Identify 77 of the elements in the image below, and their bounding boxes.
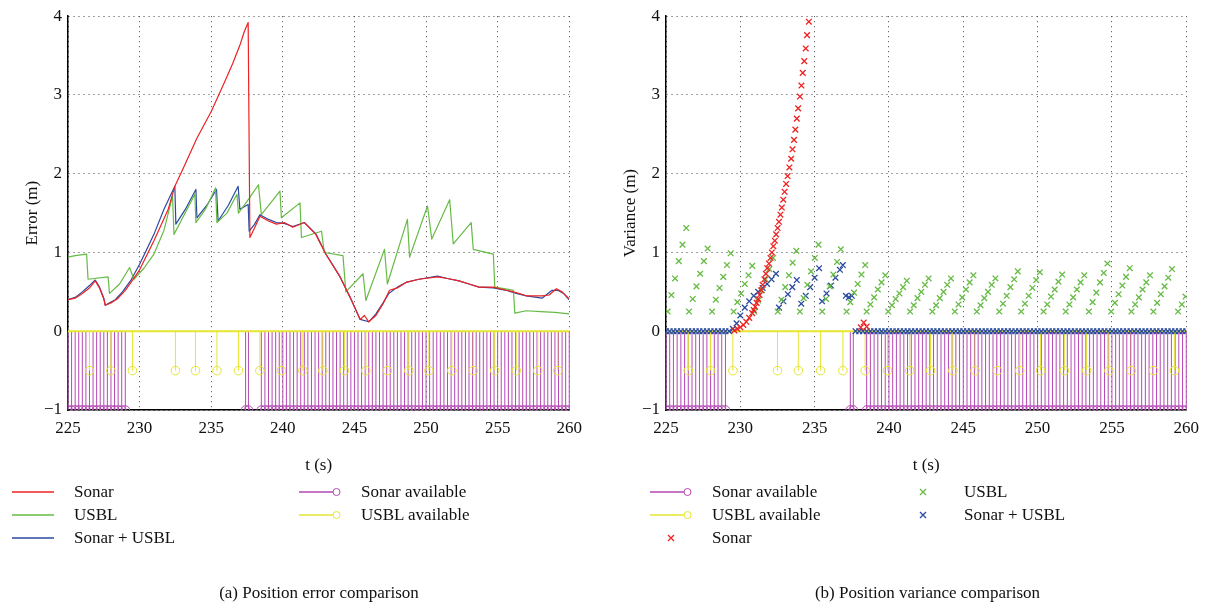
- y-tick-label: 0: [651, 320, 660, 340]
- y-tick-label: 0: [53, 320, 62, 340]
- y-tick-label: 1: [53, 241, 62, 261]
- y-tick-label: 3: [651, 84, 660, 104]
- x-tick-label: 260: [1173, 417, 1199, 437]
- point: [882, 365, 893, 376]
- legend-label: USBL available: [361, 504, 470, 525]
- text: (b) Position variance comparison: [813, 583, 1042, 603]
- point: [794, 104, 802, 112]
- point: [793, 115, 801, 123]
- legend-label: Sonar: [712, 527, 752, 548]
- y-tick-label: 4: [651, 5, 661, 25]
- point: [796, 93, 804, 101]
- x-tick-label: 250: [1024, 417, 1051, 437]
- y-tick-label: 2: [53, 163, 62, 183]
- y-tick-label: −1: [43, 399, 62, 419]
- x-tick-label: 230: [727, 417, 754, 437]
- x-tick-label: 250: [413, 417, 439, 437]
- point: [1104, 365, 1114, 376]
- point: [683, 365, 694, 376]
- point: [904, 365, 915, 376]
- point: [815, 365, 826, 376]
- y-axis-title: Error (m): [21, 180, 41, 246]
- point: [1035, 365, 1046, 376]
- x-axis-title: t (s): [912, 455, 940, 475]
- x-tick-label: 225: [55, 417, 81, 437]
- x-axis-title: t (s): [305, 455, 333, 475]
- x-tick-label: 225: [653, 417, 679, 437]
- point: [772, 365, 783, 376]
- y-tick-label: 4: [53, 5, 63, 25]
- legend-label: Sonar available: [361, 481, 467, 502]
- point: [1059, 365, 1070, 376]
- x-tick-label: 240: [876, 417, 902, 437]
- x-tick-label: 245: [950, 417, 977, 437]
- point: [860, 365, 870, 376]
- text: (a) Position error comparison: [218, 583, 420, 603]
- x-tick-label: 230: [126, 417, 153, 437]
- y-tick-label: 1: [651, 241, 660, 261]
- legend-label: Sonar: [74, 481, 114, 502]
- point: [863, 323, 871, 330]
- point: [1081, 365, 1092, 376]
- legend-label: Sonar + USBL: [74, 527, 176, 548]
- x-tick-label: 245: [341, 417, 368, 437]
- point: [1148, 365, 1159, 376]
- point: [789, 145, 796, 153]
- point: [800, 57, 808, 65]
- point: [802, 45, 810, 52]
- x-tick-label: 235: [801, 417, 828, 437]
- legend-label: Sonar + USBL: [964, 504, 1066, 525]
- y-tick-label: 2: [651, 163, 660, 183]
- y-tick-label: −1: [641, 399, 660, 419]
- point: [728, 365, 738, 376]
- point: [992, 365, 1003, 376]
- y-tick-label: 3: [53, 84, 62, 104]
- point: [838, 365, 848, 376]
- point: [705, 365, 716, 376]
- point: [793, 365, 804, 376]
- x-tick-label: 235: [198, 417, 224, 437]
- point: [948, 365, 958, 376]
- point: [1014, 365, 1025, 376]
- point: [799, 69, 807, 77]
- point: [925, 365, 936, 376]
- point: [787, 155, 795, 163]
- x-tick-label: 255: [484, 417, 511, 437]
- x-tick-label: 255: [1099, 417, 1125, 437]
- point: [970, 365, 980, 376]
- point: [790, 136, 798, 144]
- point: [1126, 365, 1137, 376]
- legend-label: USBL: [74, 504, 118, 525]
- legend-label: USBL available: [712, 504, 821, 525]
- legend-label: USBL: [964, 481, 1008, 502]
- y-axis-title: Variance (m): [619, 168, 639, 258]
- x-tick-label: 260: [556, 417, 582, 437]
- point: [1169, 365, 1180, 376]
- legend-label: Sonar available: [712, 481, 818, 502]
- x-tick-label: 240: [270, 417, 296, 437]
- point: [805, 18, 813, 26]
